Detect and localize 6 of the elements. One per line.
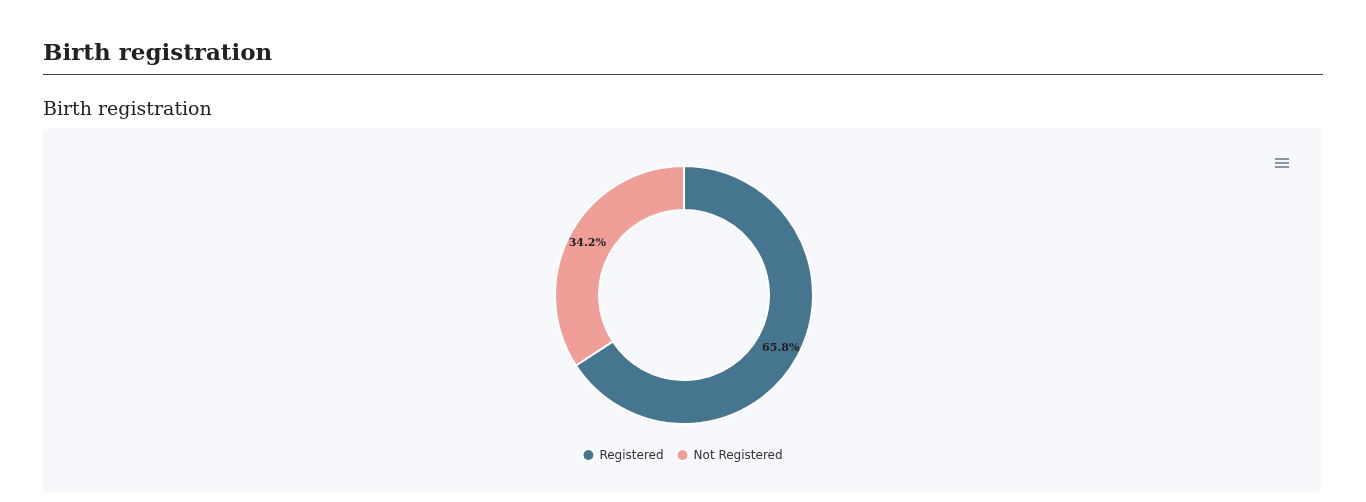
legend-label: Registered — [599, 448, 664, 462]
text: Birth registration — [43, 38, 273, 65]
text: Birth registration — [43, 97, 212, 119]
legend-label: Not Registered — [693, 448, 783, 462]
data-label: 34.2% — [568, 236, 607, 250]
data-label: 65.8% — [762, 340, 800, 354]
